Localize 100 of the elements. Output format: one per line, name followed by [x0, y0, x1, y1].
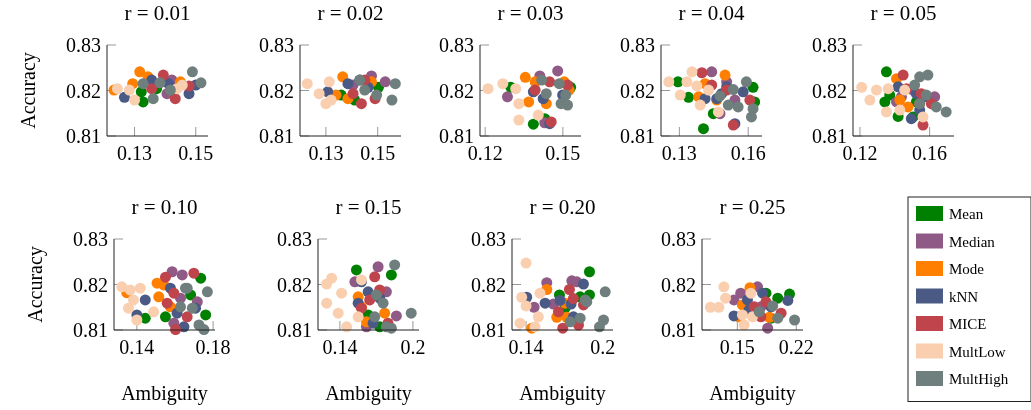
point [159, 271, 171, 283]
point [674, 89, 686, 101]
point [523, 96, 535, 108]
y-tick-label: 0.81 [620, 125, 655, 147]
point [527, 118, 539, 130]
point [696, 67, 708, 79]
point [372, 261, 384, 273]
point [342, 78, 354, 90]
point [122, 302, 134, 314]
x-tick-label: 0.15 [545, 142, 581, 164]
point [745, 287, 757, 299]
x-tick-label: 0.14 [322, 336, 358, 358]
chart-title: r = 0.02 [317, 1, 384, 25]
point [188, 267, 200, 279]
point [153, 291, 165, 303]
y-tick-label: 0.83 [661, 228, 696, 250]
point [691, 80, 703, 92]
point [379, 307, 391, 319]
point [137, 78, 149, 90]
point [681, 76, 693, 88]
point [514, 317, 526, 329]
point [753, 306, 765, 318]
point [922, 69, 934, 81]
point [379, 76, 391, 88]
point [864, 94, 876, 106]
y-tick-label: 0.83 [812, 34, 847, 56]
point [168, 287, 180, 299]
point [175, 301, 187, 313]
point [147, 93, 159, 105]
point [386, 94, 398, 106]
x-axis-title: Ambiguity [709, 382, 796, 405]
point [789, 314, 801, 326]
point [131, 314, 143, 326]
point [732, 101, 744, 113]
y-tick-label: 0.82 [73, 273, 108, 296]
point [562, 99, 574, 111]
point [694, 99, 706, 111]
y-axis-title: Accuracy [17, 52, 40, 129]
point [554, 294, 566, 306]
point [513, 98, 525, 110]
point [127, 294, 139, 306]
legend-label: MultLow [949, 343, 1006, 360]
y-axis-title: Accuracy [24, 246, 47, 323]
point [389, 259, 401, 271]
y-tick-label: 0.83 [73, 228, 108, 250]
point [880, 66, 892, 78]
point [552, 306, 564, 318]
x-tick-label: 0.2 [400, 336, 426, 358]
point [536, 74, 548, 86]
chart-title: r = 0.01 [124, 1, 191, 25]
x-tick-label: 0.22 [778, 336, 814, 358]
point [567, 293, 579, 305]
point [516, 291, 528, 303]
point [782, 294, 794, 306]
point [697, 123, 709, 135]
point [377, 297, 389, 309]
legend-label: MICE [949, 316, 987, 332]
point [301, 78, 313, 90]
point [722, 99, 734, 111]
point [894, 104, 906, 116]
point [313, 88, 325, 100]
x-tick-label: 0.13 [117, 142, 153, 164]
y-tick-label: 0.83 [439, 34, 474, 56]
point [510, 83, 522, 95]
y-tick-label: 0.81 [661, 319, 696, 341]
point [146, 83, 158, 95]
point [195, 77, 207, 89]
point [772, 312, 784, 324]
point [347, 88, 359, 100]
y-tick-label: 0.81 [73, 319, 108, 341]
chart-title: r = 0.04 [678, 1, 746, 25]
x-axis-title: Ambiguity [121, 382, 208, 405]
x-tick-label: 0.2 [590, 336, 616, 358]
point [123, 84, 135, 96]
point [501, 91, 513, 103]
y-tick-label: 0.82 [471, 273, 506, 296]
chart-title: r = 0.15 [335, 195, 402, 219]
point [389, 78, 401, 90]
y-tick-label: 0.83 [471, 228, 506, 250]
y-tick-label: 0.83 [277, 228, 312, 250]
y-tick-label: 0.82 [259, 79, 294, 102]
point [519, 71, 531, 83]
point [871, 84, 883, 96]
point [355, 98, 367, 110]
point [371, 89, 383, 101]
y-tick-label: 0.82 [439, 79, 474, 102]
point [553, 78, 565, 90]
point [139, 294, 151, 306]
point [201, 286, 213, 298]
legend-label: Median [949, 233, 996, 250]
point [727, 84, 739, 96]
point [336, 287, 348, 299]
point [552, 65, 564, 77]
x-tick-label: 0.18 [195, 336, 231, 358]
point [720, 292, 732, 304]
point [325, 94, 337, 106]
point [497, 78, 509, 90]
point [323, 76, 335, 88]
point [882, 83, 894, 95]
point [176, 269, 188, 281]
